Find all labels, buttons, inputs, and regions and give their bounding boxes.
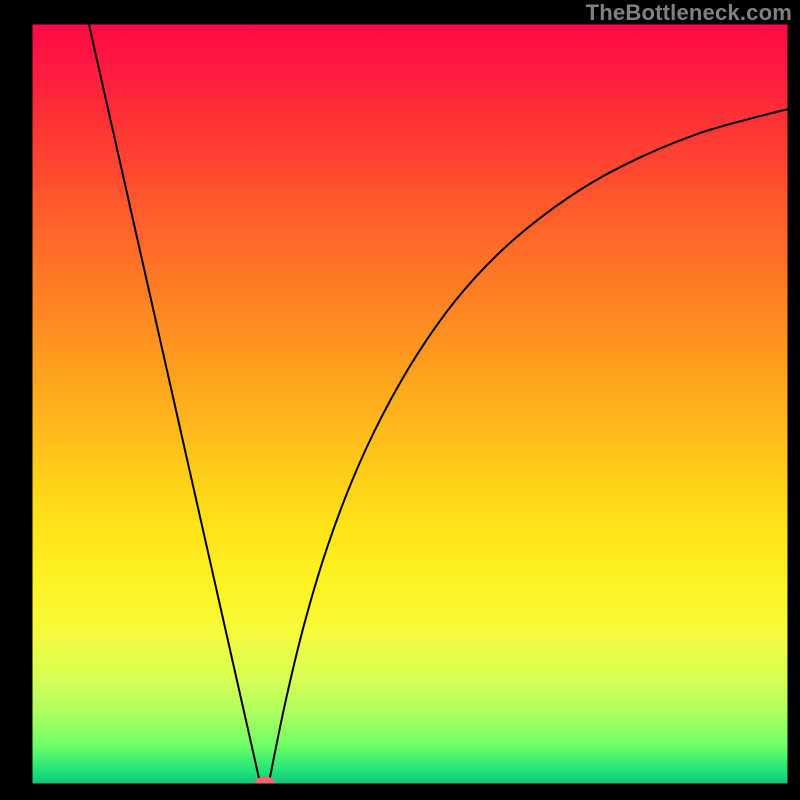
watermark-text: TheBottleneck.com	[586, 0, 792, 26]
stage: TheBottleneck.com	[0, 0, 800, 800]
chart-canvas	[0, 0, 800, 800]
plot-background	[32, 24, 788, 784]
